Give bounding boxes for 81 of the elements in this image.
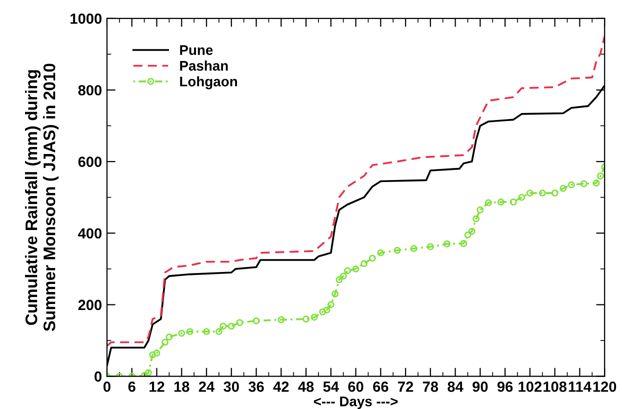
x-tick-label: 36: [248, 382, 264, 392]
point: [215, 328, 222, 336]
point: [592, 180, 600, 186]
point: [444, 240, 450, 248]
point: [497, 198, 504, 206]
legend-label: Lohgaon: [180, 76, 237, 90]
point: [166, 333, 173, 340]
legend-label: Pune: [180, 45, 213, 55]
point: [319, 308, 326, 316]
point: [538, 190, 546, 197]
y-tick-label: 0: [94, 371, 102, 382]
point: [426, 243, 434, 250]
x-tick-label: 18: [174, 382, 190, 392]
y-tick-label: 600: [78, 156, 102, 167]
y-tick-label: 400: [78, 228, 102, 239]
point: [510, 198, 517, 206]
point: [278, 316, 285, 324]
x-tick-label: 12: [150, 382, 164, 392]
point: [228, 322, 235, 330]
point: [302, 316, 310, 322]
x-axis-title: <--- Days --->: [314, 396, 398, 409]
x-tick-label: 84: [448, 382, 464, 392]
x-tick-label: 102: [518, 382, 542, 392]
point: [203, 328, 210, 336]
point: [310, 314, 318, 321]
point: [394, 246, 401, 254]
y-tick-label: 200: [78, 300, 102, 310]
point: [352, 265, 360, 272]
point: [149, 351, 156, 358]
x-tick-label: 66: [373, 382, 388, 392]
x-tick-label: 48: [298, 382, 314, 392]
line-series: [106, 35, 605, 347]
point: [236, 319, 244, 326]
point: [162, 338, 169, 346]
y-axis-title: Cumulative Rainfall (mm) during Summer Monsoon ( JJAS) in 2010: [25, 64, 59, 332]
point: [340, 272, 347, 280]
point: [460, 240, 468, 247]
point: [485, 199, 492, 206]
point: [323, 306, 330, 314]
point: [551, 190, 558, 197]
point: [410, 245, 418, 252]
y-tick-label: 800: [78, 85, 102, 96]
point: [377, 249, 384, 256]
x-tick-label: 96: [497, 382, 513, 392]
x-tick-label: 72: [398, 382, 414, 392]
x-tick-label: 120: [593, 382, 616, 392]
point: [476, 206, 484, 214]
point: [178, 330, 186, 337]
x-tick-label: 42: [273, 382, 289, 392]
point: [596, 172, 604, 180]
legend-label: Pashan: [180, 60, 228, 71]
x-tick-label: 24: [198, 382, 215, 392]
point: [252, 317, 260, 324]
point: [336, 276, 343, 284]
x-tick-label: 90: [472, 382, 488, 392]
point: [332, 290, 339, 298]
x-tick-label: 114: [568, 382, 592, 392]
point: [220, 322, 227, 330]
point: [518, 194, 526, 201]
point: [568, 181, 575, 188]
point: [186, 328, 194, 336]
point: [144, 369, 152, 376]
point: [580, 180, 588, 188]
point: [472, 215, 480, 222]
point: [560, 184, 567, 192]
y-tick-label: 1000: [70, 14, 102, 24]
x-tick-label: 108: [544, 382, 567, 392]
x-tick-label: 60: [348, 382, 364, 392]
point: [327, 301, 334, 308]
point: [360, 260, 368, 268]
point: [153, 350, 160, 356]
x-tick-label: 0: [104, 382, 110, 392]
point: [464, 231, 472, 238]
x-tick-label: 54: [323, 382, 339, 392]
point: [468, 228, 476, 235]
x-tick-label: 30: [224, 382, 239, 392]
point: [344, 267, 351, 274]
point: [368, 254, 376, 262]
x-tick-label: 6: [128, 382, 136, 392]
point: [526, 190, 534, 197]
x-tick-label: 78: [422, 382, 438, 392]
